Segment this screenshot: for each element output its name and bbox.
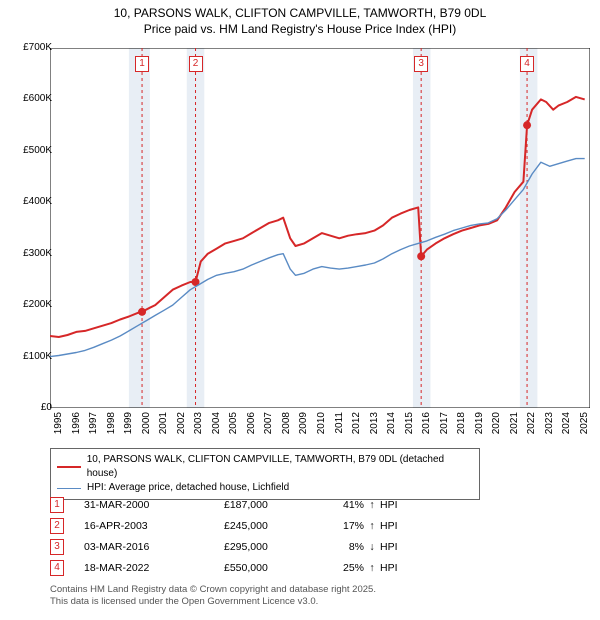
x-tick-label: 1995 [53, 412, 64, 440]
legend-label: 10, PARSONS WALK, CLIFTON CAMPVILLE, TAM… [87, 453, 473, 481]
transaction-marker: 1 [50, 497, 64, 513]
transaction-price: £187,000 [224, 499, 324, 511]
legend-swatch [57, 466, 81, 468]
chart-marker-1: 1 [135, 56, 149, 72]
y-tick-label: £0 [4, 402, 52, 413]
x-tick-label: 2010 [316, 412, 327, 440]
transaction-price: £245,000 [224, 520, 324, 532]
y-tick-label: £300K [4, 248, 52, 259]
legend: 10, PARSONS WALK, CLIFTON CAMPVILLE, TAM… [50, 448, 480, 500]
transaction-suffix: HPI [380, 520, 410, 532]
x-tick-label: 2003 [193, 412, 204, 440]
chart-marker-3: 3 [414, 56, 428, 72]
transaction-row: 2 16-APR-2003£245,00017%↑HPI [50, 515, 410, 536]
transaction-date: 18-MAR-2022 [84, 562, 224, 574]
x-tick-label: 2015 [404, 412, 415, 440]
x-tick-label: 2017 [439, 412, 450, 440]
x-tick-label: 2004 [211, 412, 222, 440]
footer-line-2: This data is licensed under the Open Gov… [50, 596, 580, 608]
x-tick-label: 2021 [509, 412, 520, 440]
transaction-date: 31-MAR-2000 [84, 499, 224, 511]
x-tick-label: 1999 [123, 412, 134, 440]
chart-area [50, 48, 590, 408]
transaction-date: 03-MAR-2016 [84, 541, 224, 553]
x-tick-label: 2005 [228, 412, 239, 440]
y-tick-label: £100K [4, 351, 52, 362]
x-tick-label: 2014 [386, 412, 397, 440]
x-tick-label: 2019 [474, 412, 485, 440]
x-tick-label: 2016 [421, 412, 432, 440]
transaction-row: 3 03-MAR-2016£295,0008%↓HPI [50, 536, 410, 557]
x-tick-label: 2023 [544, 412, 555, 440]
chart-title: 10, PARSONS WALK, CLIFTON CAMPVILLE, TAM… [0, 0, 600, 39]
x-tick-label: 2024 [561, 412, 572, 440]
title-line-2: Price paid vs. HM Land Registry's House … [0, 22, 600, 38]
transaction-diff: 17% [324, 520, 364, 532]
transaction-marker: 4 [50, 560, 64, 576]
legend-label: HPI: Average price, detached house, Lich… [87, 481, 289, 495]
transaction-suffix: HPI [380, 499, 410, 511]
transaction-marker: 2 [50, 518, 64, 534]
x-tick-label: 2013 [369, 412, 380, 440]
transaction-diff: 8% [324, 541, 364, 553]
legend-row: HPI: Average price, detached house, Lich… [57, 481, 473, 495]
transaction-diff: 41% [324, 499, 364, 511]
transaction-row: 4 18-MAR-2022£550,00025%↑HPI [50, 557, 410, 578]
legend-swatch [57, 488, 81, 489]
transaction-date: 16-APR-2003 [84, 520, 224, 532]
x-tick-label: 2022 [526, 412, 537, 440]
x-tick-label: 2008 [281, 412, 292, 440]
x-tick-label: 2011 [334, 412, 345, 440]
transaction-price: £295,000 [224, 541, 324, 553]
x-tick-label: 2001 [158, 412, 169, 440]
x-tick-label: 2009 [298, 412, 309, 440]
y-tick-label: £500K [4, 145, 52, 156]
arrow-icon: ↑ [364, 499, 380, 511]
footer: Contains HM Land Registry data © Crown c… [50, 584, 580, 609]
chart-marker-2: 2 [189, 56, 203, 72]
transaction-diff: 25% [324, 562, 364, 574]
title-line-1: 10, PARSONS WALK, CLIFTON CAMPVILLE, TAM… [0, 6, 600, 22]
x-tick-label: 2012 [351, 412, 362, 440]
transaction-price: £550,000 [224, 562, 324, 574]
transactions-table: 131-MAR-2000£187,00041%↑HPI216-APR-2003£… [50, 494, 410, 578]
x-tick-label: 2020 [491, 412, 502, 440]
chart-marker-4: 4 [520, 56, 534, 72]
y-tick-label: £600K [4, 93, 52, 104]
y-tick-label: £200K [4, 299, 52, 310]
arrow-icon: ↑ [364, 520, 380, 532]
transaction-suffix: HPI [380, 541, 410, 553]
y-tick-label: £700K [4, 42, 52, 53]
x-tick-label: 1998 [106, 412, 117, 440]
x-tick-label: 1997 [88, 412, 99, 440]
x-tick-label: 2018 [456, 412, 467, 440]
arrow-icon: ↓ [364, 541, 380, 553]
legend-row: 10, PARSONS WALK, CLIFTON CAMPVILLE, TAM… [57, 453, 473, 481]
transaction-suffix: HPI [380, 562, 410, 574]
x-tick-label: 1996 [71, 412, 82, 440]
chart-svg [50, 48, 590, 408]
arrow-icon: ↑ [364, 562, 380, 574]
x-tick-label: 2007 [263, 412, 274, 440]
y-tick-label: £400K [4, 196, 52, 207]
x-tick-label: 2025 [579, 412, 590, 440]
x-tick-label: 2000 [141, 412, 152, 440]
footer-line-1: Contains HM Land Registry data © Crown c… [50, 584, 580, 596]
x-tick-label: 2002 [176, 412, 187, 440]
x-tick-label: 2006 [246, 412, 257, 440]
transaction-marker: 3 [50, 539, 64, 555]
transaction-row: 1 31-MAR-2000£187,00041%↑HPI [50, 494, 410, 515]
